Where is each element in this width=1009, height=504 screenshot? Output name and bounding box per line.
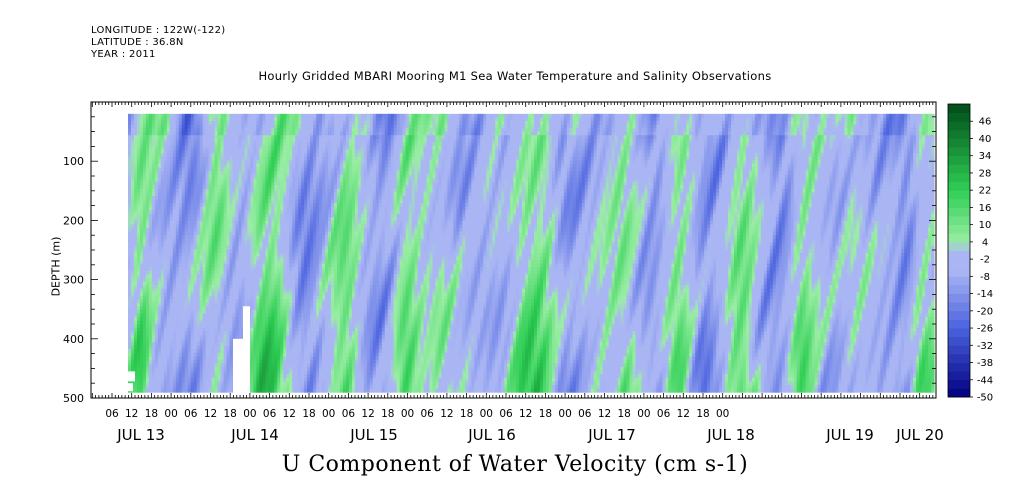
heatmap-cell (931, 139, 935, 143)
heatmap-cell (931, 164, 935, 168)
heatmap-cell (931, 142, 935, 146)
heatmap-cell (931, 114, 935, 118)
heatmap-cell (931, 167, 935, 171)
heatmap-cell (931, 117, 935, 121)
heatmap-cell (931, 171, 935, 175)
heatmap-cell (931, 135, 935, 139)
heatmap-cell (931, 174, 935, 178)
heatmap-field (128, 114, 935, 393)
heatmap-cell (931, 121, 935, 125)
heatmap-cell (931, 157, 935, 161)
heatmap-cell (931, 153, 935, 157)
heatmap-cell (931, 125, 935, 129)
heatmap-cell (931, 132, 935, 136)
heatmap-cell (931, 150, 935, 154)
